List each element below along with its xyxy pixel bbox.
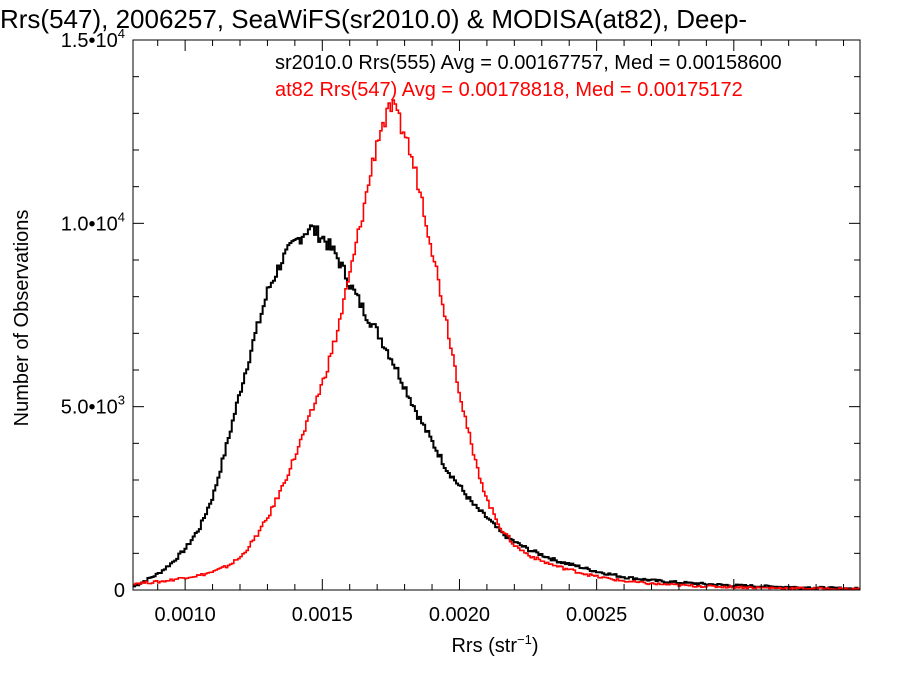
legend-entry: at82 Rrs(547) Avg = 0.00178818, Med = 0.…: [275, 79, 743, 101]
x-axis-label: Rrs (str−1): [451, 632, 538, 657]
y-tick-label: 1.5•104: [61, 26, 125, 52]
x-tick-label: 0.0025: [566, 604, 627, 626]
legend: sr2010.0 Rrs(555) Avg = 0.00167757, Med …: [275, 52, 782, 101]
y-axis-label: Number of Observations: [11, 210, 33, 427]
axes: 0.0010 0.0015 0.0020 0.0025 0.0030 0 5.0•103 1.…: [61, 26, 861, 626]
y-tick-label: 5.0•103: [61, 393, 125, 419]
y-tick-label: 0: [114, 580, 125, 602]
y-tick-label: 1.0•104: [61, 209, 125, 235]
plot-frame: [132, 39, 861, 591]
x-tick-label: 0.0010: [155, 604, 216, 626]
legend-entry: sr2010.0 Rrs(555) Avg = 0.00167757, Med …: [275, 52, 782, 74]
x-tick-label: 0.0015: [292, 604, 353, 626]
series-line-1: [133, 99, 860, 590]
chart-title: Rrs(547), 2006257, SeaWiFS(sr2010.0) & M…: [0, 4, 747, 34]
plot-area: [133, 99, 860, 590]
series-line-0: [133, 224, 860, 590]
x-tick-label: 0.0020: [429, 604, 490, 626]
x-tick-label: 0.0030: [703, 604, 764, 626]
